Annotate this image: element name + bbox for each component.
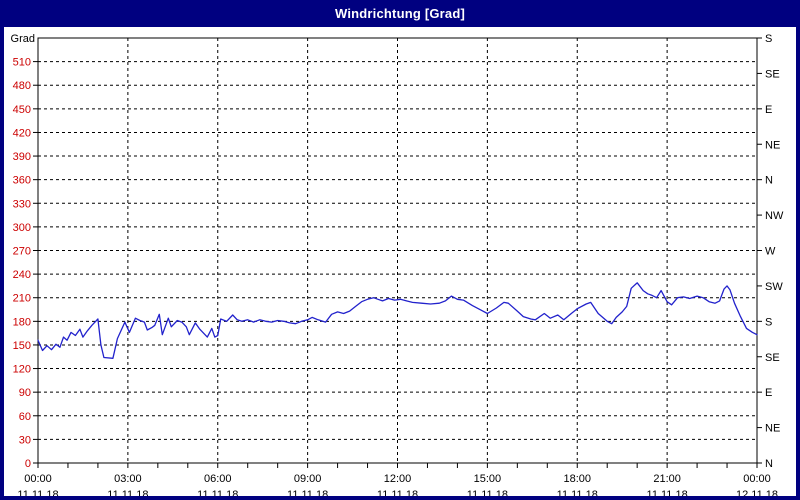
y-axis-tick-label: 180 [13,316,31,328]
compass-direction-label: E [765,387,772,399]
x-axis-date-label: 11.11.18 [107,489,148,500]
x-axis-date-label: 11.11.18 [17,489,58,500]
x-axis-date-label: 11.11.18 [287,489,328,500]
compass-direction-label: NE [765,423,780,435]
x-axis-time-label: 00:00 [743,473,771,485]
plot-frame [37,37,758,464]
x-axis-time-label: 21:00 [653,473,681,485]
y-axis-tick-label: 240 [13,269,31,281]
window-title-bar[interactable]: Windrichtung [Grad] [0,0,800,27]
x-axis-time-label: 03:00 [114,473,142,485]
y-axis-unit-label: Grad [11,33,35,45]
x-axis-date-label: 11.11.18 [377,489,418,500]
compass-direction-label: SE [765,352,780,364]
compass-direction-label: W [765,246,776,258]
compass-direction-label: S [765,33,772,45]
y-axis-tick-label: 330 [13,198,31,210]
x-axis-time-label: 18:00 [563,473,591,485]
window-title: Windrichtung [Grad] [334,6,466,21]
compass-direction-label: N [765,458,773,470]
y-axis-tick-label: 510 [13,57,31,69]
x-axis-time-label: 12:00 [384,473,412,485]
y-axis-tick-label: 60 [19,411,31,423]
x-axis-date-label: 11.11.18 [197,489,238,500]
compass-direction-label: SE [765,68,780,80]
y-axis-tick-label: 210 [13,293,31,305]
x-axis-time-label: 09:00 [294,473,322,485]
window-border-right [796,0,800,500]
compass-direction-label: N [765,175,773,187]
y-axis-tick-label: 30 [19,434,31,446]
y-axis-tick-label: 270 [13,246,31,258]
compass-direction-label: NE [765,139,780,151]
x-axis-date-label: 11.11.18 [647,489,688,500]
x-axis-time-label: 15:00 [474,473,502,485]
compass-direction-label: SW [765,281,783,293]
x-axis-date-label: 12.11.18 [736,489,778,500]
y-axis-tick-label: 90 [19,387,31,399]
y-axis-tick-label: 480 [13,80,31,92]
window-border-bottom [0,496,800,500]
y-axis-tick-label: 150 [13,340,31,352]
x-axis-time-label: 00:00 [24,473,52,485]
x-axis-time-label: 06:00 [204,473,232,485]
y-axis-tick-label: 120 [13,364,31,376]
wind-direction-line [37,282,758,359]
y-axis-tick-label: 390 [13,151,31,163]
window-border-left [0,0,4,500]
y-axis-tick-label: 450 [13,104,31,116]
compass-direction-label: NW [765,210,784,222]
compass-direction-label: S [765,316,772,328]
x-axis-date-label: 11.11.18 [467,489,508,500]
compass-direction-label: E [765,104,772,116]
x-axis-date-label: 11.11.18 [557,489,598,500]
y-axis-tick-label: 300 [13,222,31,234]
y-axis-tick-label: 420 [13,127,31,139]
y-axis-tick-label: 0 [25,458,31,470]
y-axis-tick-label: 360 [13,175,31,187]
